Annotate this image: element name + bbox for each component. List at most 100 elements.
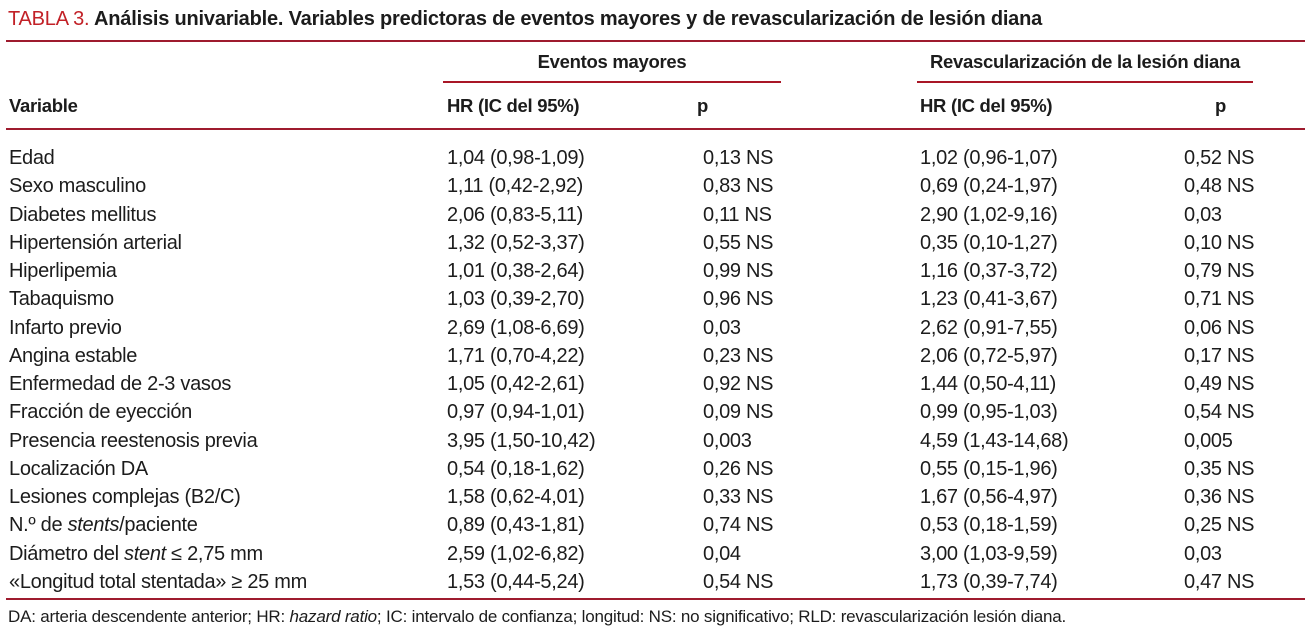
rld-hr-cell: 1,73 (0,39-7,74)	[920, 570, 1058, 593]
table-row: Localización DA 0,54 (0,18-1,62) 0,26 NS…	[0, 455, 1311, 483]
table-row: Edad 1,04 (0,98-1,09) 0,13 NS 1,02 (0,96…	[0, 144, 1311, 172]
table-row: Angina estable 1,71 (0,70-4,22) 0,23 NS …	[0, 342, 1311, 370]
variable-cell: Fracción de eyección	[9, 401, 192, 424]
rld-hr-cell: 0,53 (0,18-1,59)	[920, 514, 1058, 537]
table-row: Diabetes mellitus 2,06 (0,83-5,11) 0,11 …	[0, 201, 1311, 229]
rld-hr-cell: 1,44 (0,50-4,11)	[920, 373, 1057, 395]
em-p-cell: 0,74 NS	[703, 514, 774, 537]
rld-hr-cell: 0,35 (0,10-1,27)	[920, 231, 1058, 254]
rld-p-cell: 0,79 NS	[1184, 260, 1255, 282]
bottom-rule	[6, 598, 1305, 600]
variable-cell: Hiperlipemia	[9, 260, 117, 282]
rld-p-cell: 0,71 NS	[1184, 288, 1255, 311]
group-header-revascularizacion: Revascularización de la lesión diana	[930, 51, 1240, 72]
em-p-cell: 0,03	[703, 316, 741, 339]
group-header-eventos-mayores: Eventos mayores	[537, 51, 687, 72]
em-hr-cell: 1,03 (0,39-2,70)	[447, 288, 585, 311]
em-p-cell: 0,09 NS	[703, 401, 774, 424]
variable-cell: N.º de stents/paciente	[9, 514, 198, 537]
table-row: Tabaquismo 1,03 (0,39-2,70) 0,96 NS 1,23…	[0, 285, 1311, 313]
variable-cell: Tabaquismo	[9, 288, 114, 311]
variable-cell: Angina estable	[9, 344, 138, 367]
em-hr-cell: 1,04 (0,98-1,09)	[447, 147, 585, 169]
variable-cell: Diabetes mellitus	[9, 203, 157, 226]
rld-hr-cell: 4,59 (1,43-14,68)	[920, 429, 1069, 452]
em-hr-cell: 1,58 (0,62-4,01)	[447, 486, 585, 508]
em-hr-cell: 2,59 (1,02-6,82)	[447, 542, 585, 565]
em-hr-cell: 2,69 (1,08-6,69)	[447, 316, 585, 339]
rld-p-cell: 0,48 NS	[1184, 175, 1255, 198]
column-header-hr-eventos: HR (IC del 95%)	[447, 95, 580, 116]
column-header-p-revascularizacion: p	[1215, 95, 1227, 116]
em-p-cell: 0,92 NS	[703, 373, 774, 395]
top-rule	[6, 40, 1305, 42]
em-p-cell: 0,23 NS	[703, 344, 774, 367]
page-title: TABLA 3. Análisis univariable. Variables…	[8, 6, 1042, 32]
em-p-cell: 0,54 NS	[703, 570, 774, 593]
rld-hr-cell: 2,90 (1,02-9,16)	[920, 203, 1058, 226]
variable-cell: Enfermedad de 2-3 vasos	[9, 373, 232, 395]
em-p-cell: 0,003	[703, 429, 752, 452]
em-p-cell: 0,13 NS	[703, 147, 774, 169]
variable-cell: Edad	[9, 147, 55, 169]
rld-p-cell: 0,06 NS	[1184, 316, 1255, 339]
em-p-cell: 0,83 NS	[703, 175, 774, 198]
footnote: DA: arteria descendente anterior; HR: ha…	[8, 607, 1067, 626]
rld-p-cell: 0,52 NS	[1184, 147, 1255, 169]
variable-cell: «Longitud total stentada» ≥ 25 mm	[9, 570, 307, 593]
rld-hr-cell: 0,99 (0,95-1,03)	[920, 401, 1058, 424]
table-row: Enfermedad de 2-3 vasos 1,05 (0,42-2,61)…	[0, 370, 1311, 398]
rld-p-cell: 0,35 NS	[1184, 457, 1255, 480]
table-row: Presencia reestenosis previa 3,95 (1,50-…	[0, 427, 1311, 455]
rld-hr-cell: 1,67 (0,56-4,97)	[920, 486, 1058, 508]
rld-p-cell: 0,03	[1184, 542, 1222, 565]
table-row: Sexo masculino 1,11 (0,42-2,92) 0,83 NS …	[0, 172, 1311, 200]
rld-hr-cell: 1,16 (0,37-3,72)	[920, 260, 1058, 282]
rld-p-cell: 0,54 NS	[1184, 401, 1255, 424]
em-p-cell: 0,96 NS	[703, 288, 774, 311]
rld-hr-cell: 2,62 (0,91-7,55)	[920, 316, 1058, 339]
em-p-cell: 0,33 NS	[703, 486, 774, 508]
table-row: Diámetro del stent ≤ 2,75 mm 2,59 (1,02-…	[0, 540, 1311, 568]
rld-p-cell: 0,17 NS	[1184, 344, 1255, 367]
table-row: Infarto previo 2,69 (1,08-6,69) 0,03 2,6…	[0, 314, 1311, 342]
em-hr-cell: 0,54 (0,18-1,62)	[447, 457, 585, 480]
header-rule	[6, 128, 1305, 130]
table-row: Hipertensión arterial 1,32 (0,52-3,37) 0…	[0, 229, 1311, 257]
em-hr-cell: 1,53 (0,44-5,24)	[447, 570, 585, 593]
rld-hr-cell: 0,55 (0,15-1,96)	[920, 457, 1058, 480]
column-header-hr-revascularizacion: HR (IC del 95%)	[920, 95, 1053, 116]
variable-cell: Localización DA	[9, 457, 148, 480]
em-p-cell: 0,55 NS	[703, 231, 774, 254]
table-row: N.º de stents/paciente 0,89 (0,43-1,81) …	[0, 511, 1311, 539]
variable-cell: Sexo masculino	[9, 175, 146, 198]
rld-p-cell: 0,005	[1184, 429, 1233, 452]
rld-p-cell: 0,25 NS	[1184, 514, 1255, 537]
variable-cell: Infarto previo	[9, 316, 122, 339]
em-hr-cell: 3,95 (1,50-10,42)	[447, 429, 596, 452]
table-body: Edad 1,04 (0,98-1,09) 0,13 NS 1,02 (0,96…	[0, 144, 1311, 596]
em-hr-cell: 1,11 (0,42-2,92)	[447, 175, 584, 198]
group-underline-revascularizacion	[917, 81, 1253, 83]
table-row: Lesiones complejas (B2/C) 1,58 (0,62-4,0…	[0, 483, 1311, 511]
table-row: Fracción de eyección 0,97 (0,94-1,01) 0,…	[0, 398, 1311, 426]
em-p-cell: 0,99 NS	[703, 260, 774, 282]
rld-hr-cell: 2,06 (0,72-5,97)	[920, 344, 1058, 367]
column-header-variable: Variable	[9, 95, 78, 116]
em-hr-cell: 1,32 (0,52-3,37)	[447, 231, 585, 254]
table-row: «Longitud total stentada» ≥ 25 mm 1,53 (…	[0, 568, 1311, 596]
variable-cell: Diámetro del stent ≤ 2,75 mm	[9, 542, 263, 565]
column-header-p-eventos: p	[697, 95, 709, 116]
table-title-text: Análisis univariable. Variables predicto…	[94, 8, 1043, 30]
em-hr-cell: 1,01 (0,38-2,64)	[447, 260, 585, 282]
variable-cell: Hipertensión arterial	[9, 231, 182, 254]
rld-hr-cell: 3,00 (1,03-9,59)	[920, 542, 1058, 565]
em-hr-cell: 1,05 (0,42-2,61)	[447, 373, 585, 395]
em-p-cell: 0,11 NS	[703, 203, 772, 226]
rld-p-cell: 0,10 NS	[1184, 231, 1255, 254]
variable-cell: Presencia reestenosis previa	[9, 429, 258, 452]
table-row: Hiperlipemia 1,01 (0,38-2,64) 0,99 NS 1,…	[0, 257, 1311, 285]
rld-p-cell: 0,36 NS	[1184, 486, 1255, 508]
rld-hr-cell: 0,69 (0,24-1,97)	[920, 175, 1058, 198]
group-underline-eventos	[443, 81, 781, 83]
